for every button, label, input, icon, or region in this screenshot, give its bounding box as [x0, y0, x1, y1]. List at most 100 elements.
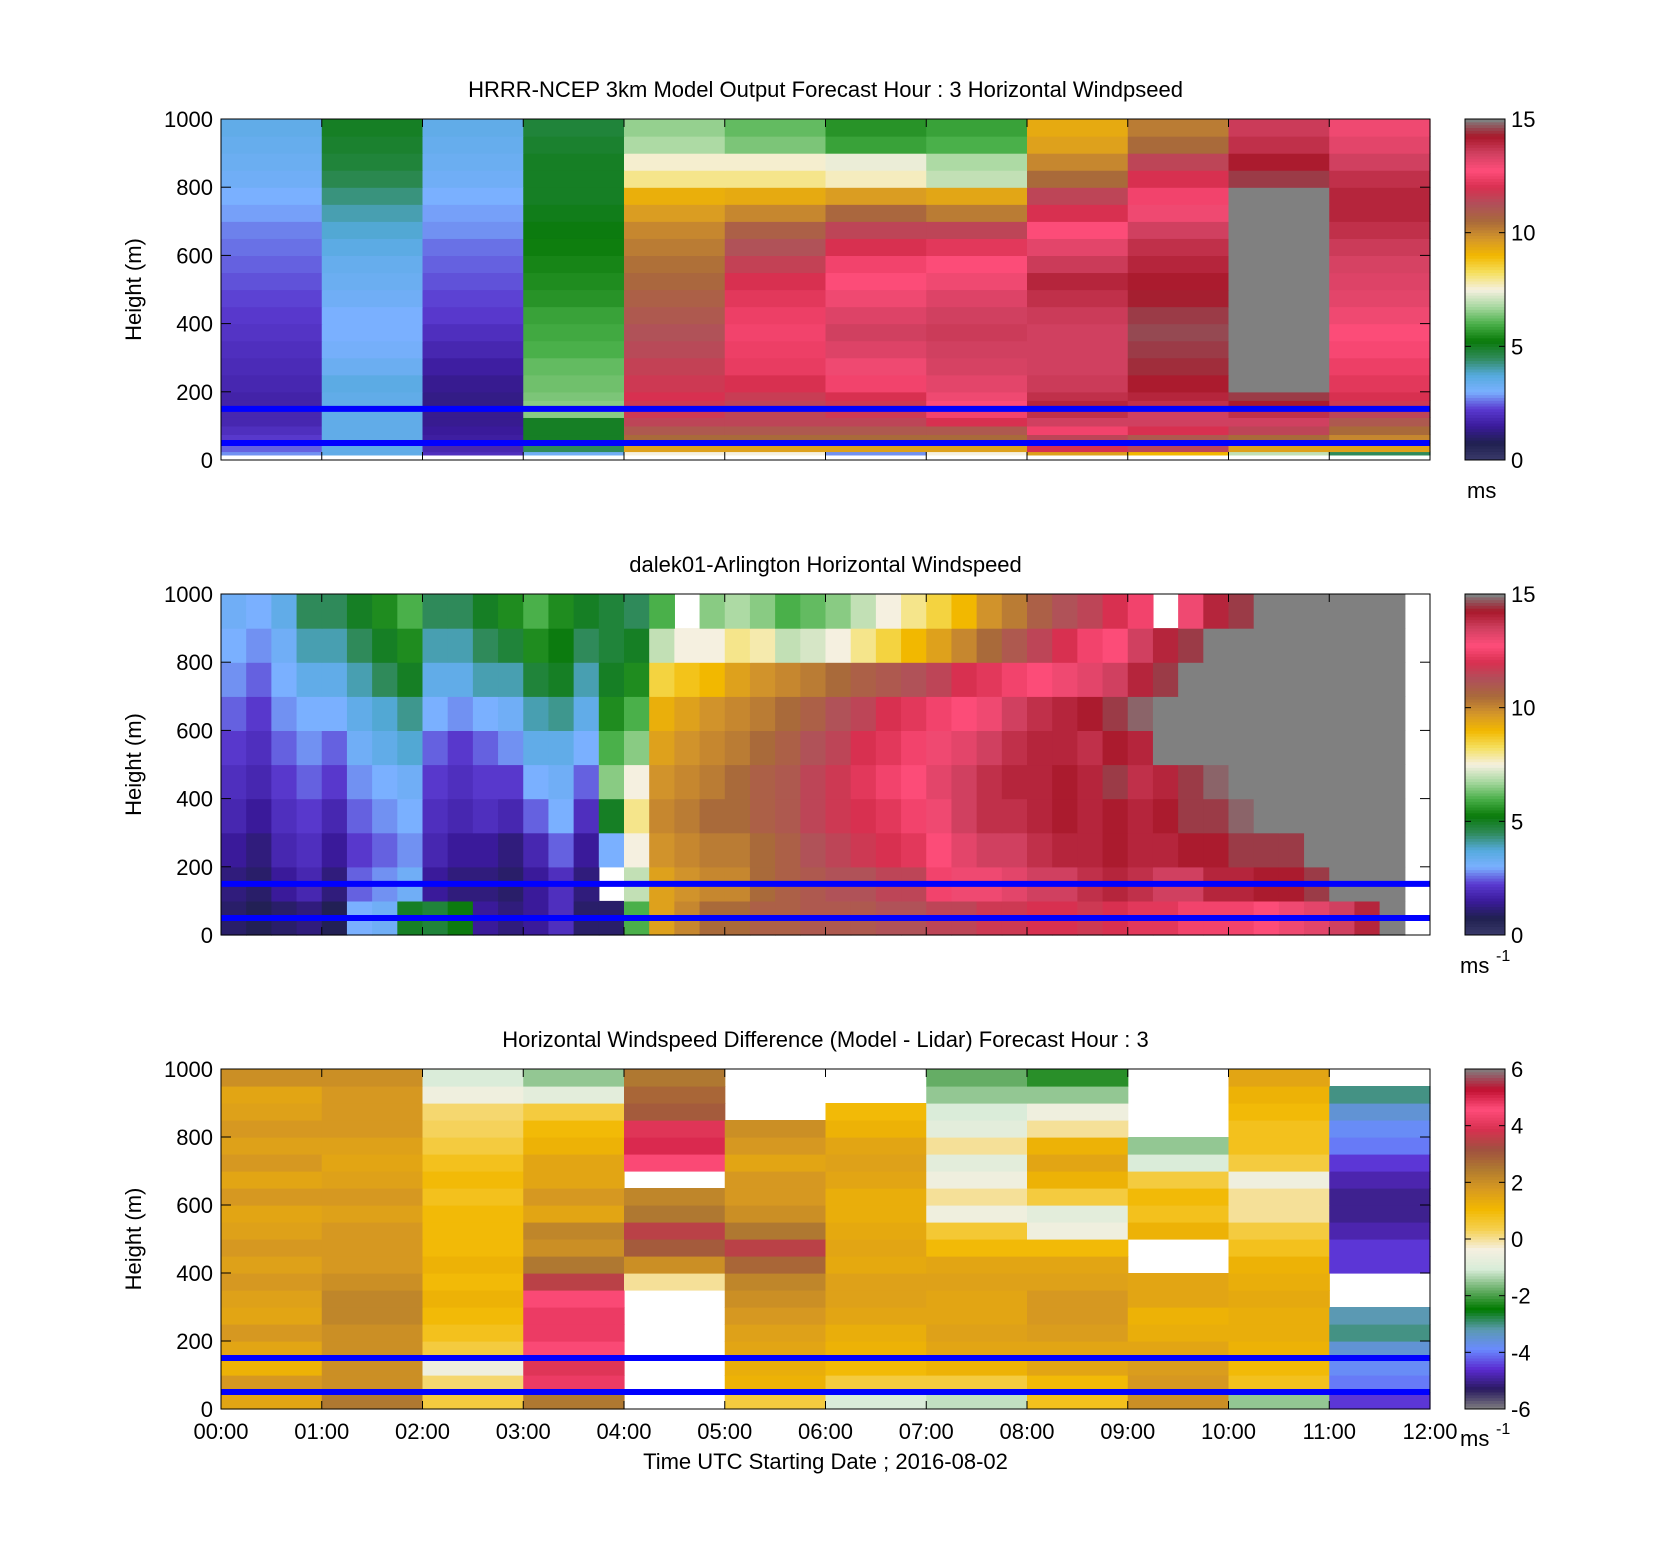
heatmap-cell: [724, 832, 751, 868]
heatmap-cell: [724, 1171, 827, 1189]
colorbar-segment: [1465, 1326, 1505, 1331]
heatmap-cell: [1178, 764, 1204, 800]
heatmap-cell: [1027, 696, 1053, 731]
colorbar-segment: [1465, 340, 1505, 344]
colorbar-segment: [1465, 1145, 1505, 1149]
colorbar-segment: [1465, 747, 1505, 751]
heatmap-cell: [523, 391, 625, 401]
heatmap-cell: [523, 374, 625, 393]
heatmap-cell: [523, 764, 550, 800]
heatmap-cell: [321, 204, 424, 222]
colorbar-segment: [1465, 1403, 1505, 1407]
colorbar-segment: [1465, 900, 1505, 905]
colorbar-segment: [1465, 1205, 1505, 1209]
heatmap-cell: [1329, 730, 1356, 766]
heatmap-cell: [221, 1222, 323, 1240]
heatmap-cell: [1178, 696, 1204, 731]
heatmap-cell: [523, 1256, 625, 1274]
heatmap-cell: [1027, 306, 1129, 325]
heatmap-cell: [321, 238, 424, 256]
heatmap-cell: [976, 798, 1003, 834]
colorbar-segment: [1465, 434, 1505, 438]
heatmap-cell: [1152, 832, 1179, 868]
heatmap-cell: [1329, 417, 1431, 427]
x-tick-label: 06:00: [798, 1419, 853, 1444]
heatmap-cell: [775, 628, 801, 663]
colorbar-segment: [1465, 337, 1505, 342]
heatmap-cell: [321, 408, 424, 418]
heatmap-cell: [724, 662, 751, 697]
heatmap-cell: [850, 594, 877, 629]
heatmap-cell: [221, 730, 247, 766]
heatmap-cell: [498, 628, 524, 663]
colorbar-segment: [1465, 687, 1505, 692]
colorbar-segment: [1465, 130, 1505, 134]
colorbar-segment: [1465, 354, 1505, 359]
heatmap-cell: [1027, 1154, 1129, 1172]
heatmap-cell: [926, 1375, 1028, 1393]
colorbar-segment: [1465, 261, 1505, 265]
heatmap-cell: [926, 1086, 1028, 1104]
heatmap-cell: [346, 798, 373, 834]
heatmap-cell: [321, 153, 424, 171]
colorbar-segment: [1465, 221, 1505, 225]
heatmap-cell: [1127, 434, 1230, 444]
heatmap-cell: [573, 764, 600, 800]
heatmap-cell: [1329, 1358, 1431, 1376]
heatmap-cell: [749, 832, 776, 868]
y-tick-label: 200: [176, 1329, 213, 1354]
heatmap-cell: [926, 696, 953, 731]
colorbar-segment: [1465, 866, 1505, 871]
heatmap-cell: [1027, 451, 1129, 456]
heatmap-cell: [1228, 136, 1330, 154]
heatmap-cell: [1027, 1273, 1129, 1291]
heatmap-cell: [1027, 1392, 1129, 1410]
heatmap-cell: [221, 662, 247, 697]
colorbar-segment: [1465, 204, 1505, 208]
heatmap-cell: [724, 1120, 827, 1138]
heatmap-cell: [1203, 628, 1230, 663]
heatmap-cell: [775, 798, 801, 834]
heatmap-cell: [321, 1358, 424, 1376]
colorbar-segment: [1465, 1139, 1505, 1144]
colorbar-segment: [1465, 787, 1505, 791]
colorbar-segment: [1465, 790, 1505, 794]
heatmap-cell: [1127, 1273, 1230, 1291]
x-tick-label: 03:00: [496, 1419, 551, 1444]
colorbar-segment: [1465, 346, 1505, 350]
heatmap-cell: [1304, 594, 1330, 629]
heatmap-cell: [573, 832, 600, 868]
colorbar-2: [1465, 594, 1505, 936]
colorbar-segment: [1465, 400, 1505, 404]
heatmap-cell: [1127, 272, 1230, 291]
heatmap-cell: [321, 221, 424, 239]
colorbar-segment: [1465, 622, 1505, 626]
heatmap-cell: [221, 408, 323, 418]
heatmap-cell: [271, 696, 298, 731]
heatmap-cell: [372, 730, 398, 766]
heatmap-cell: [1127, 119, 1230, 137]
heatmap-cell: [926, 434, 1028, 444]
colorbar-segment: [1465, 824, 1505, 828]
colorbar-segment: [1465, 150, 1505, 154]
heatmap-cell: [951, 764, 978, 800]
heatmap-cell: [422, 1239, 524, 1257]
heatmap-cell: [624, 730, 650, 766]
heatmap-cell: [649, 730, 675, 766]
heatmap-cell: [724, 798, 751, 834]
colorbar-segment: [1465, 1168, 1505, 1172]
heatmap-cell: [674, 662, 701, 697]
heatmap-cell: [422, 1273, 524, 1291]
colorbar-segment: [1465, 875, 1505, 879]
heatmap-cell: [1379, 662, 1406, 697]
heatmap-cell: [321, 1103, 424, 1121]
heatmap-cell: [523, 1137, 625, 1155]
heatmap-cell: [1027, 255, 1129, 274]
heatmap-cell: [523, 204, 625, 222]
heatmap-cell: [1027, 153, 1129, 171]
heatmap-cell: [649, 628, 675, 663]
x-tick-label: 02:00: [395, 1419, 450, 1444]
heatmap-cell: [724, 119, 827, 137]
heatmap-cell: [951, 730, 978, 766]
colorbar-segment: [1465, 849, 1505, 854]
